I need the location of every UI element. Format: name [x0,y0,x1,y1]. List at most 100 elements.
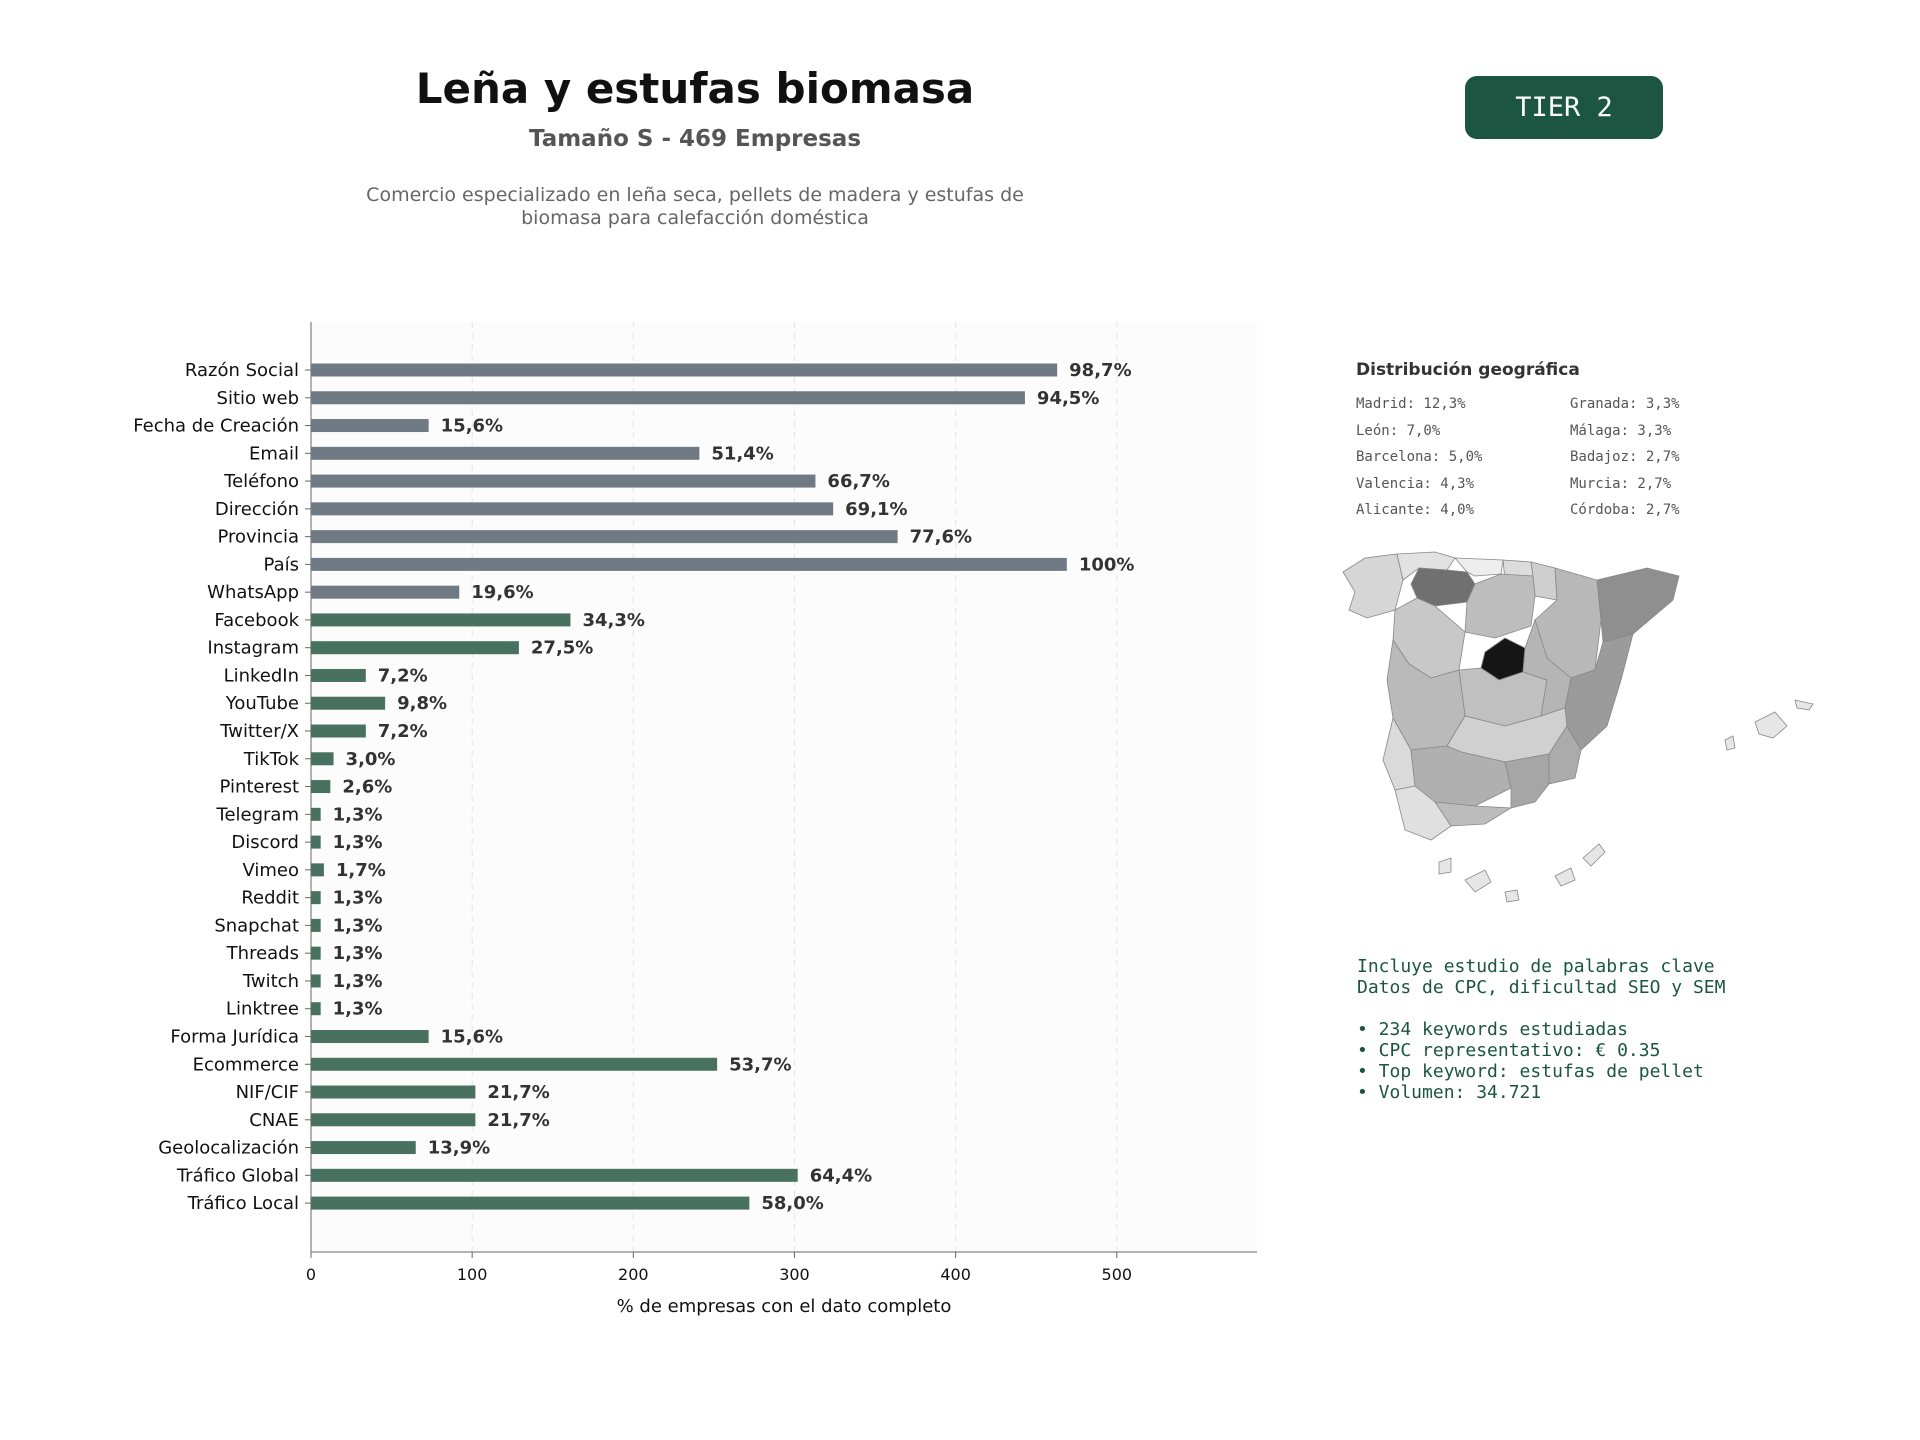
page-description: Comercio especializado en leña seca, pel… [300,184,1090,230]
bar [311,557,1067,571]
bar [311,668,366,682]
geo-item: Córdoba: 2,7% [1570,502,1680,518]
region-canarias-5 [1582,843,1606,867]
bar [311,835,321,849]
bar [311,974,321,988]
plot-area [311,322,1257,1252]
bar [311,530,898,544]
data-label: 7,2% [378,665,428,686]
data-label: 98,7% [1069,360,1131,381]
bar [311,807,321,821]
category-label: Facebook [214,610,299,631]
bar [311,1085,476,1099]
category-label: Discord [231,832,299,853]
data-label: 1,3% [333,915,383,936]
keyword-bullet: • Volumen: 34.721 [1357,1082,1542,1103]
x-tick-label: 100 [457,1265,488,1284]
geo-item: Alicante: 4,0% [1356,502,1475,518]
region-granada [1504,753,1550,809]
category-label: Geolocalización [158,1138,299,1159]
bar [311,419,429,433]
category-label: TikTok [243,749,300,770]
category-label: LinkedIn [224,665,299,686]
category-label: País [264,554,299,575]
bar [311,724,366,738]
data-label: 34,3% [582,610,644,631]
category-label: Sitio web [217,388,299,409]
region-galicia [1342,553,1404,619]
geo-item: Valencia: 4,3% [1356,475,1475,492]
page-title: Leña y estufas biomasa [415,64,975,113]
keyword-bullet: • CPC representativo: € 0.35 [1357,1040,1661,1061]
region-cantabria [1454,557,1504,577]
spain-map [1342,551,1814,903]
bar [311,780,331,794]
data-label: 77,6% [910,527,972,548]
tier-badge: TIER 2 [1465,76,1663,139]
geo-distribution-title: Distribución geográfica [1356,360,1580,380]
category-label: Vimeo [242,860,299,881]
data-label: 21,7% [487,1110,549,1131]
data-label: 21,7% [487,1082,549,1103]
bar [311,363,1058,377]
region-catalonia [1596,567,1680,643]
region-mallorca [1754,711,1788,739]
bar [311,1057,718,1071]
data-label: 51,4% [711,443,773,464]
data-label: 1,7% [336,860,386,881]
bar [311,946,321,960]
data-label: 19,6% [471,582,533,603]
geo-item: Málaga: 3,3% [1570,422,1672,439]
region-cadiz [1394,785,1452,841]
bar [311,891,321,905]
category-label: NIF/CIF [236,1082,299,1103]
category-label: WhatsApp [207,582,299,603]
category-label: YouTube [225,693,299,714]
data-label: 1,3% [333,999,383,1020]
data-label: 1,3% [333,832,383,853]
category-label: Instagram [207,638,299,659]
region-canarias-2 [1464,869,1492,893]
bar [311,1113,476,1127]
keyword-bullet: • 234 keywords estudiadas [1357,1019,1628,1040]
bar [311,1168,798,1182]
x-tick-label: 300 [779,1265,810,1284]
keywords-line-2: Datos de CPC, dificultad SEO y SEM [1357,977,1726,998]
data-label: 53,7% [729,1054,791,1075]
keyword-bullet: • Top keyword: estufas de pellet [1357,1061,1704,1082]
region-canarias-1 [1438,857,1452,875]
data-label: 3,0% [346,749,396,770]
data-label: 1,3% [333,971,383,992]
category-label: Email [249,443,299,464]
geo-item: Badajoz: 2,7% [1570,449,1680,465]
data-label: 1,3% [333,804,383,825]
geo-item: Granada: 3,3% [1570,396,1680,412]
description-line-1: Comercio especializado en leña seca, pel… [366,184,1024,206]
region-canarias-3 [1504,889,1520,903]
region-canarias-4 [1554,867,1576,887]
data-label: 64,4% [810,1165,872,1186]
category-label: Threads [226,943,299,964]
keywords-line-1: Incluye estudio de palabras clave [1357,956,1715,977]
x-tick-label: 400 [940,1265,971,1284]
category-label: Dirección [215,499,299,520]
bar [311,641,519,655]
x-tick-label: 500 [1102,1265,1133,1284]
data-label: 69,1% [845,499,907,520]
category-label: Forma Jurídica [170,1026,299,1047]
keywords-bullets: • 234 keywords estudiadas • CPC represent… [1357,1019,1725,1103]
category-label: Tráfico Global [176,1165,299,1186]
category-label: Twitter/X [219,721,299,742]
bar [311,1029,429,1043]
category-label: Linktree [226,999,299,1020]
category-label: Razón Social [185,360,299,381]
data-label: 100% [1079,554,1135,575]
x-tick-label: 200 [618,1265,649,1284]
map-islands [1438,699,1814,903]
region-ibiza [1724,735,1736,751]
data-label: 7,2% [378,721,428,742]
data-label: 1,3% [333,943,383,964]
page-subtitle: Tamaño S - 469 Empresas [528,126,862,152]
description-line-2: biomasa para calefacción doméstica [521,207,869,229]
category-label: Telegram [216,804,299,825]
